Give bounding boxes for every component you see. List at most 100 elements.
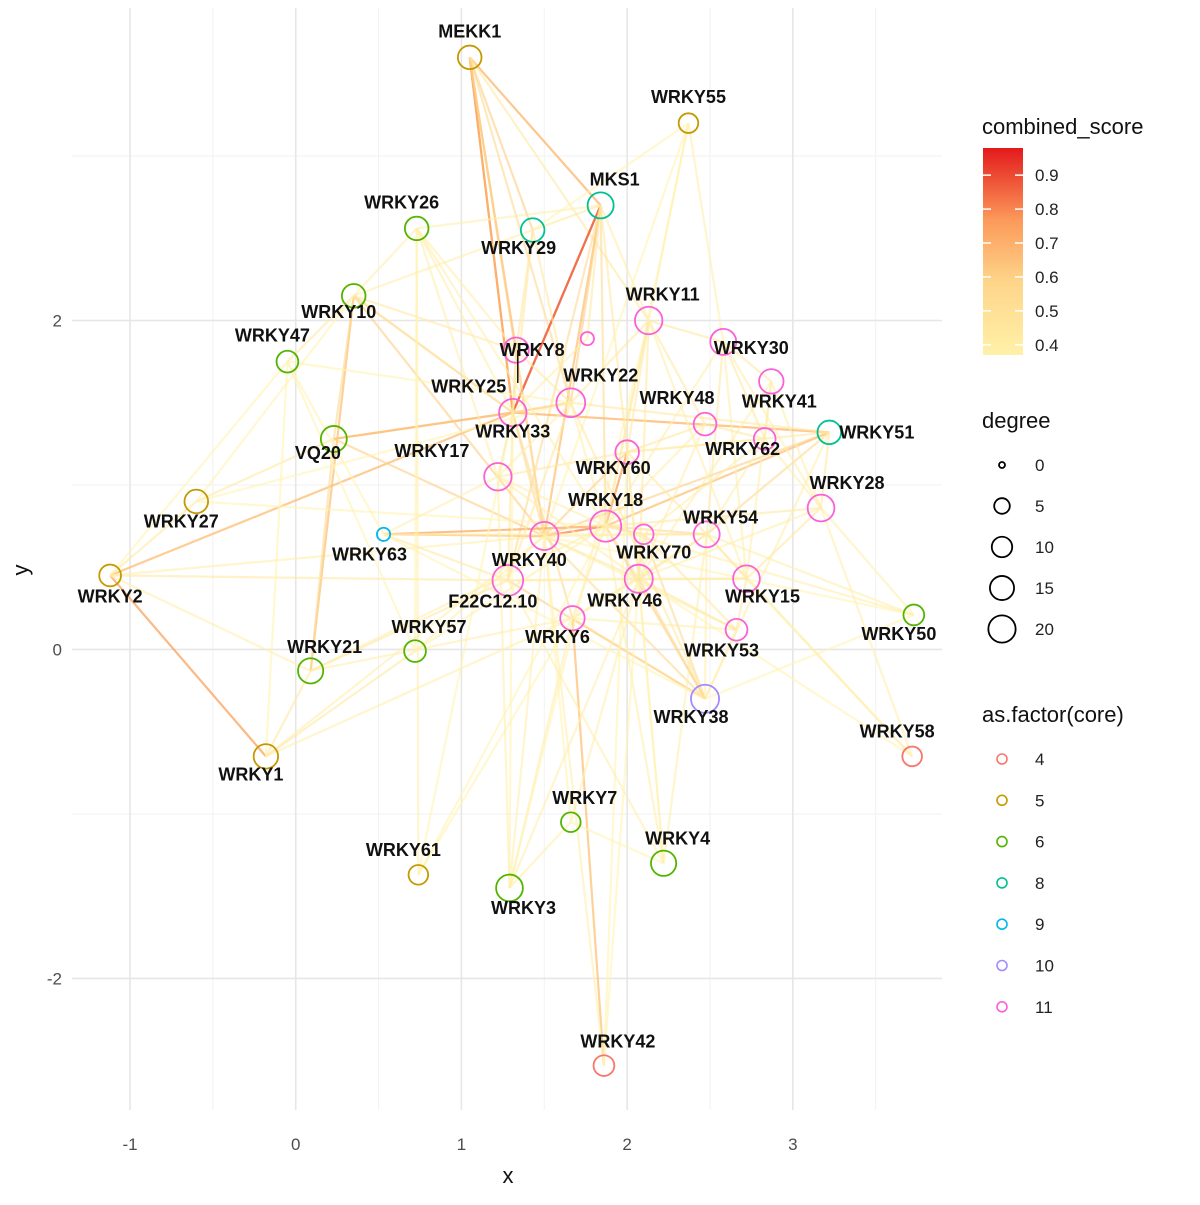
edge-wrky51-wrky18 [605,431,830,528]
edge-wrky61-wrky6 [417,617,574,876]
label-wrky60: WRKY60 [576,458,651,478]
edge-vq20-wrky27 [195,437,335,503]
label-vq20: VQ20 [295,443,341,463]
label-wrky17: WRKY17 [394,441,469,461]
label-wrky11: WRKY11 [626,285,700,305]
core-legend-label: 10 [1035,957,1054,976]
node-wrky18 [589,509,623,543]
node-wrky30 [709,327,738,356]
degree-legend-key [989,575,1015,601]
edge-mks1-wrky60 [599,205,629,453]
node-wrky38 [690,683,720,714]
legend-colorbar [983,148,1023,355]
edge-wrky22-wrky29 [531,229,572,403]
edge-wrky3-wrky17 [496,476,511,888]
edge-wrky3-wrky11 [508,320,650,889]
colorbar-label: 0.6 [1035,268,1059,287]
node-wrky51 [816,419,843,446]
edge-vq20-wrky21 [309,438,335,671]
degree-legend-key [998,461,1006,469]
edge-wrky33-wrky25 [512,337,589,414]
edge-wrky30-wrky28 [722,341,822,509]
edge-wrky4-f22c12-10 [506,579,665,864]
legend-degree: degree 0 5 10 15 20 [982,408,1054,644]
colorbar-label: 0.5 [1035,302,1059,321]
edge-wrky18-wrky54 [605,525,707,536]
edge-mekk1-wrky29 [468,56,534,231]
edge-wrky15-wrky54 [705,533,748,580]
edge-mks1-f22c12-10 [506,205,602,581]
edge-f22c12-10-wrky22 [506,402,572,581]
edge-wrky7-wrky46 [569,578,640,823]
edge-wrky10-wrky47 [286,295,355,363]
label-wrky40: WRKY40 [492,550,567,570]
core-legend-label: 5 [1035,791,1044,810]
node-wrky54 [692,520,721,549]
node-wrky29 [519,217,546,243]
node-labels: MEKK1 WRKY55 MKS1 WRKY29 WRKY26 WRKY10 WRKY47 W… [78,21,937,1051]
edge-wrky6-wrky42 [571,618,606,1066]
edge-wrky42-wrky40 [543,535,606,1066]
node-wrky47 [275,349,300,374]
legend-core: as.factor(core) 4 5 6 8 9 10 11 [982,702,1124,1017]
edge-wrky4-wrky54 [662,534,708,864]
edge-wrky28-wrky62 [763,438,822,509]
x-tick-label: 0 [291,1135,300,1154]
edge-wrky25-wrky26 [415,227,514,414]
node-wrky1 [252,743,280,770]
edge-wrky1-wrky57 [265,650,416,758]
label-wrky25: WRKY25 [431,377,506,397]
edge-vq20-wrky25 [333,411,513,441]
node-wrky25 [498,397,528,428]
label-wrky4: WRKY4 [645,828,710,848]
node-wrky46 [623,563,654,594]
edge-wrky58-wrky28 [819,507,914,757]
label-wrky57: WRKY57 [392,617,467,637]
edge-wrky3-wrky46 [508,578,640,889]
node-wrky53 [724,617,749,642]
edge-wrky17-wrky60 [497,451,628,478]
edge-f22c12-10-wrky38 [507,579,706,700]
label-wrky8: WRKY8 [500,340,565,360]
node-wrky17 [483,462,513,492]
edge-wrky2-wrky1 [109,574,267,758]
edge-wrky10-wrky40 [352,295,546,537]
label-wrky51: WRKY51 [839,422,914,442]
edge-wrky10-wrky25 [353,294,514,414]
edge-wrky50-wrky28 [820,507,915,616]
edge-wrky55-wrky29 [532,122,690,231]
node-wrky70 [633,523,655,546]
edge-wrky2-wrky21 [109,574,312,672]
node-wrky63 [376,526,392,542]
label-wrky63: WRKY63 [332,544,407,564]
node-wrky42 [592,1054,616,1077]
label-wrky3: WRKY3 [491,898,556,918]
edge-wrky2-wrky40 [110,534,545,577]
node-wrky3 [495,873,524,903]
edge-wrky6-wrky53 [572,617,737,631]
node-wrky55 [677,112,700,134]
edge-wrky57-wrky26 [413,228,418,652]
edge-wrky22-wrky17 [497,401,572,478]
edge-wrky42-wrky46 [602,578,640,1066]
edge-wrky1-wrky47 [264,361,289,757]
edge-wrky11-wrky60 [626,320,650,453]
core-legend-label: 11 [1035,998,1053,1017]
edge-wrky42-wrky60 [602,452,629,1066]
legend-combined-score-title: combined_score [982,114,1143,139]
edge-wrky11-wrky30 [648,319,724,343]
edge-wrky60-wrky46 [626,451,640,579]
edge-wrky28-wrky15 [745,507,822,580]
label-wrky50: WRKY50 [861,624,936,644]
label-wrky42: WRKY42 [580,1032,655,1052]
edge-wrky55-wrky30 [687,122,725,343]
edge-wrky61-wrky18 [417,525,607,876]
edge-wrky17-wrky63 [383,475,499,536]
x-tick-label: 3 [788,1135,797,1154]
edge-wrky1-wrky6 [265,617,573,758]
edge-wrky54-wrky38 [703,534,708,699]
degree-legend-key [987,614,1017,644]
edge-wrky30-wrky41 [722,341,773,383]
edge-wrky17-wrky46 [497,475,640,580]
